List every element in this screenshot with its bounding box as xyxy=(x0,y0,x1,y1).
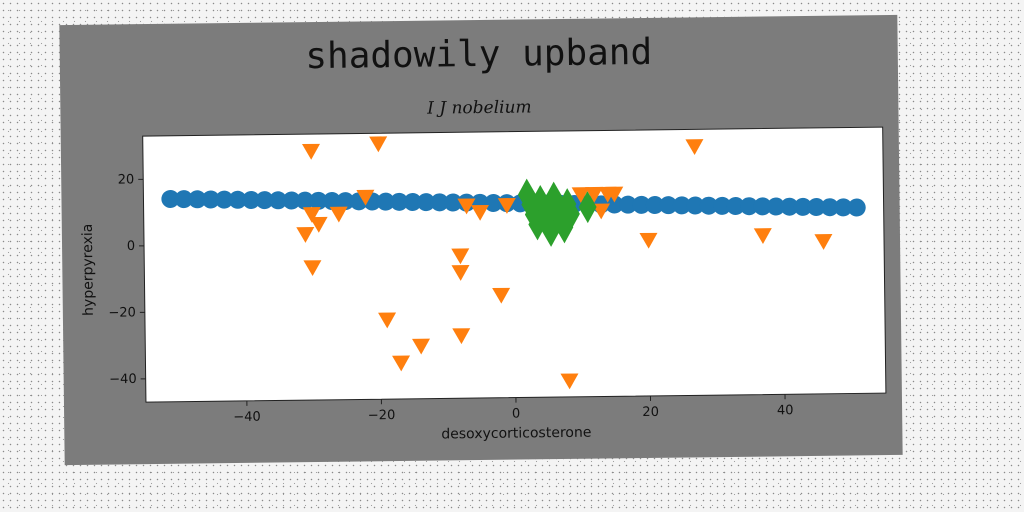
series-1-point xyxy=(417,193,436,212)
series-1-point xyxy=(713,196,732,215)
series-2-point xyxy=(329,206,348,223)
x-tick-label: 20 xyxy=(642,405,659,420)
series-1-point xyxy=(269,191,288,210)
y-axis: −40 −20 0 20 xyxy=(108,172,146,387)
series-1-point xyxy=(699,196,718,215)
series-2-point xyxy=(369,136,388,153)
series-2-point xyxy=(301,143,320,160)
series-3-point xyxy=(538,194,557,227)
series-2-point xyxy=(356,189,375,206)
series-1-point xyxy=(242,190,261,209)
x-tick-label: −40 xyxy=(233,410,261,425)
series-2-point xyxy=(492,287,511,304)
series-1-point xyxy=(820,198,839,217)
series-1-point xyxy=(484,194,503,213)
x-tick-label: 0 xyxy=(512,407,520,422)
series-3-point xyxy=(524,191,543,224)
series-2-point xyxy=(451,265,470,281)
series-1-point xyxy=(390,192,409,211)
series-2-point xyxy=(470,204,489,221)
series-2-point xyxy=(497,197,516,214)
series-1-point xyxy=(322,191,341,210)
series-1-point xyxy=(847,198,866,217)
series-1-point xyxy=(228,190,247,209)
series-1-point xyxy=(215,190,234,209)
chart-figure: shadowily upband I J nobelium −40 −20 0 20 4… xyxy=(59,14,903,466)
series-1-point xyxy=(188,190,207,209)
y-axis-label: hyperpyrexia xyxy=(80,224,97,316)
series-1-point xyxy=(255,191,274,210)
series-3-point xyxy=(578,191,597,224)
series-2-point xyxy=(685,139,704,156)
series-2-point xyxy=(592,203,611,220)
series-1-point xyxy=(672,196,691,215)
series-1-point xyxy=(161,189,180,208)
series-1-point xyxy=(686,196,705,215)
series-1-point xyxy=(309,191,328,210)
series-2-point xyxy=(585,186,604,203)
series-1-point xyxy=(201,190,220,209)
data-marks xyxy=(161,136,866,390)
series-1-point xyxy=(726,197,745,216)
series-2-point xyxy=(296,227,315,243)
series-1-point xyxy=(430,193,449,212)
series-1-point xyxy=(295,191,314,210)
series-1-point xyxy=(336,192,355,211)
series-1-point xyxy=(443,193,462,212)
series-2-point xyxy=(452,328,471,345)
series-1-point xyxy=(766,197,785,216)
x-tick-label: −20 xyxy=(368,408,396,423)
series-2-point xyxy=(814,234,833,250)
series-2-point xyxy=(457,198,476,215)
series-2-point xyxy=(412,338,431,355)
series-1-point xyxy=(605,195,624,214)
series-1-point xyxy=(780,197,799,216)
series-1-point xyxy=(282,191,301,210)
y-tick-label: −40 xyxy=(109,372,137,387)
series-3-point xyxy=(561,198,580,231)
x-axis-label: desoxycorticosterone xyxy=(441,425,591,443)
series-1-point xyxy=(618,195,637,214)
series-2-point xyxy=(451,248,470,265)
series-1-point xyxy=(740,197,759,216)
y-tick-label: 20 xyxy=(118,172,135,187)
series-1-point xyxy=(645,196,664,215)
series-2-point xyxy=(303,260,322,277)
y-tick-label: 0 xyxy=(127,239,135,254)
series-2-point xyxy=(571,187,590,203)
x-tick-label: 40 xyxy=(777,403,794,418)
x-axis: −40 −20 0 20 40 xyxy=(233,394,794,425)
series-2-point xyxy=(560,373,579,390)
series-2-point xyxy=(753,228,772,244)
series-1-point xyxy=(174,190,193,209)
series-1-point xyxy=(376,192,395,211)
series-1-point xyxy=(807,198,826,217)
series-1-point xyxy=(632,195,651,214)
series-1-point xyxy=(793,197,812,216)
series-1-point xyxy=(753,197,772,216)
series-1-point xyxy=(834,198,853,217)
plot-area xyxy=(142,126,887,403)
series-2-point xyxy=(605,186,624,203)
series-2-point xyxy=(309,216,328,233)
series-2-point xyxy=(378,312,397,329)
series-2-point xyxy=(302,207,321,223)
y-tick-label: −20 xyxy=(108,305,136,320)
series-3-point xyxy=(551,201,570,234)
scatter-plot: −40 −20 0 20 40 −40 −20 0 20 desoxycorticostero… xyxy=(80,126,887,443)
series-1-point xyxy=(403,192,422,211)
series-2-point xyxy=(639,232,658,249)
series-2-point xyxy=(392,355,411,372)
series-1-point xyxy=(659,196,678,215)
